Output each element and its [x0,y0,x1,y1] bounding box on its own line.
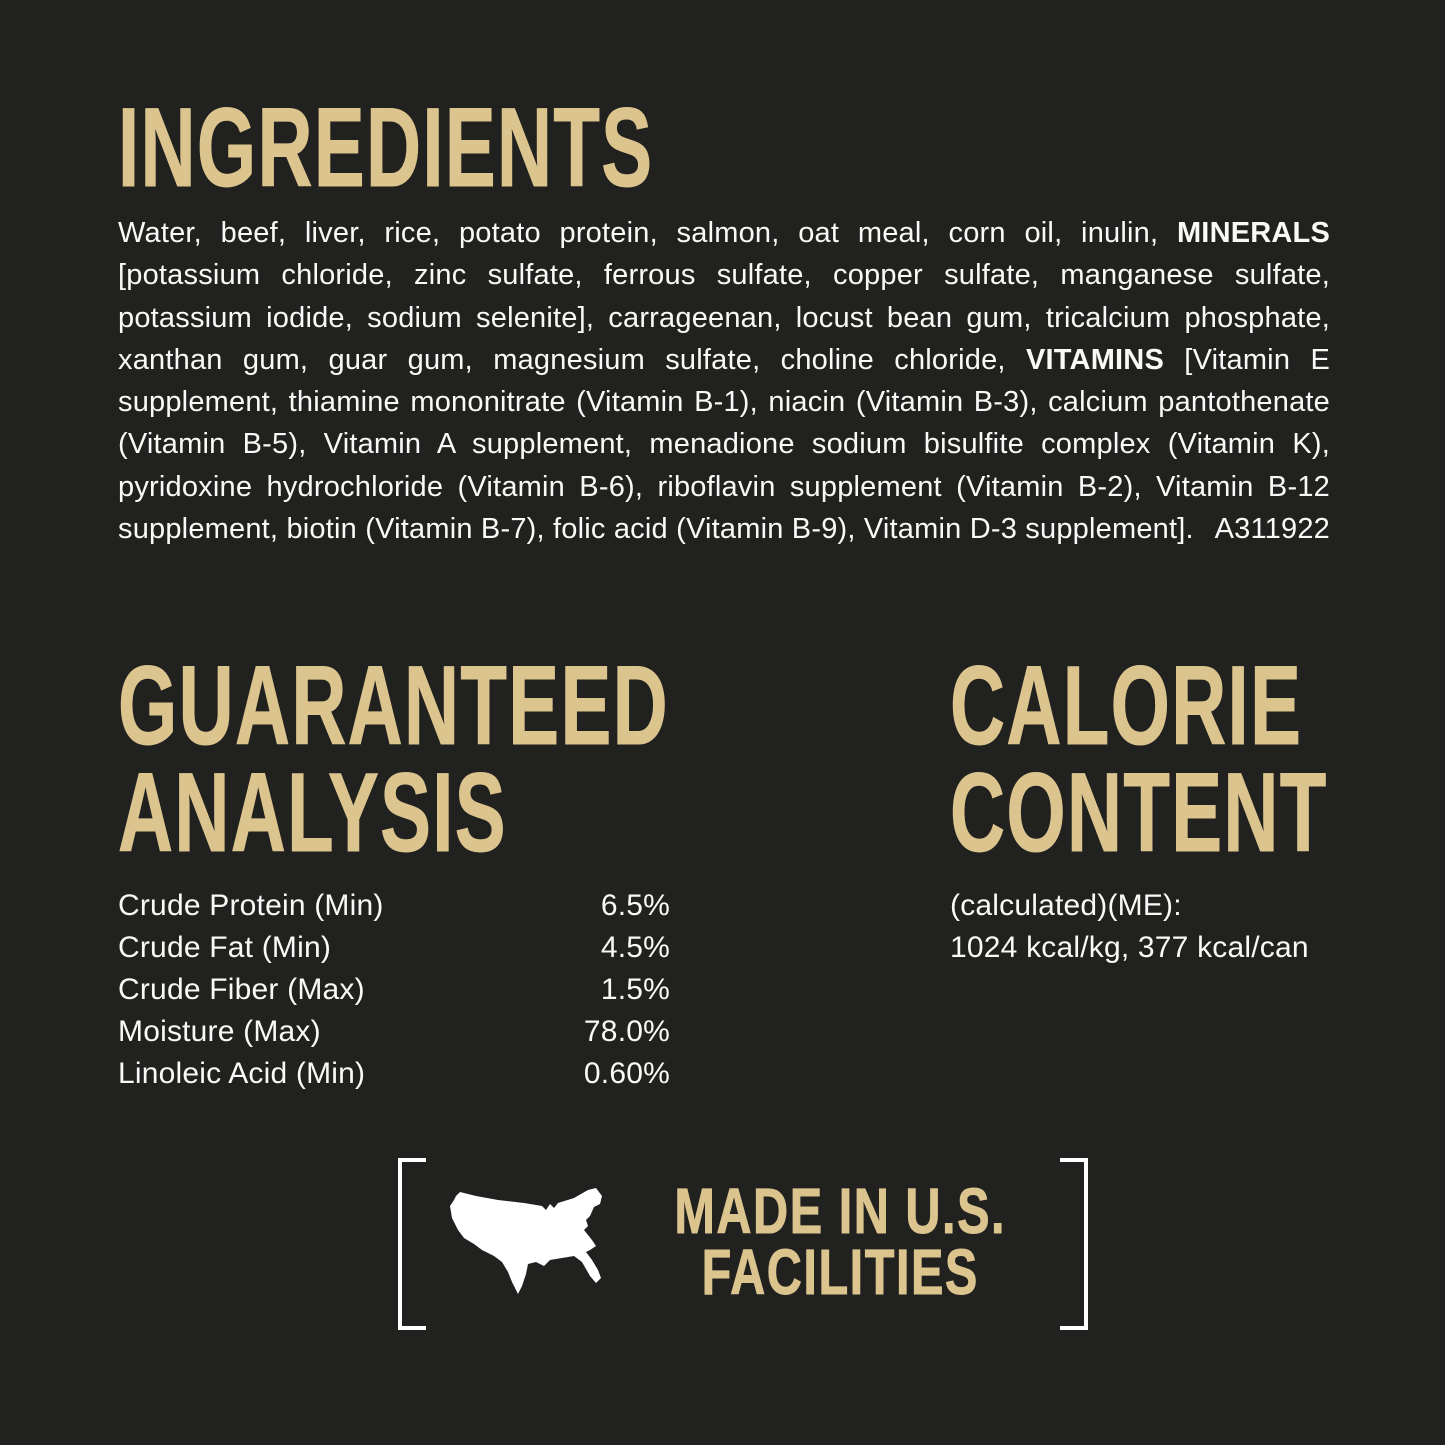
analysis-row: Moisture (Max) 78.0% [118,1011,670,1053]
guaranteed-analysis-heading: GUARANTEED ANALYSIS [118,643,669,875]
ingredient-run: [potassium chloride, zinc sulfate, ferro… [118,259,1330,376]
analysis-value: 6.5% [600,889,670,922]
analysis-value: 0.60% [583,1057,670,1090]
guaranteed-analysis-heading-line1: GUARANTEED [118,643,669,768]
ingredient-group-name: MINERALS [1176,217,1330,249]
guaranteed-analysis-table: Crude Protein (Min) 6.5% Crude Fat (Min) 4.… [118,885,670,1095]
analysis-label: Crude Fat (Min) [118,931,332,964]
analysis-row: Crude Protein (Min) 6.5% [118,885,670,927]
analysis-value: 78.0% [583,1015,670,1048]
calorie-content-heading-line1: CALORIE [950,643,1303,768]
analysis-row: Crude Fiber (Max) 1.5% [118,969,670,1011]
ingredients-heading: INGREDIENTS [118,85,654,210]
calorie-content-heading: CALORIE CONTENT [950,643,1328,875]
made-in-us-text: MADE IN U.S. FACILITIES [674,1175,1007,1308]
analysis-label: Moisture (Max) [118,1015,321,1048]
calorie-content-body: (calculated)(ME): 1024 kcal/kg, 377 kcal… [950,885,1309,969]
ingredient-run: [Vitamin E supplement, thiamine mononitr… [118,343,1330,546]
made-in-us-line1: MADE IN U.S. [674,1175,1007,1247]
made-in-us-badge: MADE IN U.S. FACILITIES [396,1158,1089,1330]
made-in-us-line2: FACILITIES [701,1236,979,1308]
analysis-value: 1.5% [600,973,670,1006]
calorie-content-method: (calculated)(ME): [950,889,1182,922]
usa-map-icon [450,1188,602,1294]
product-code: A311922 [1214,513,1330,546]
analysis-label: Crude Protein (Min) [118,889,384,922]
analysis-label: Crude Fiber (Max) [118,973,365,1006]
ingredient-group-name: VITAMINS [1025,343,1164,376]
left-bracket-icon [398,1158,426,1330]
ingredients-section: Water, beef, liver, rice, potato protein… [118,212,1330,550]
analysis-value: 4.5% [600,931,670,964]
right-bracket-icon [1060,1158,1089,1330]
calorie-content-values: 1024 kcal/kg, 377 kcal/can [950,931,1309,964]
analysis-label: Linoleic Acid (Min) [118,1057,366,1090]
ingredient-run: Water, beef, liver, rice, potato protein… [118,217,1177,249]
ingredients-text: Water, beef, liver, rice, potato protein… [118,212,1330,550]
analysis-row: Linoleic Acid (Min) 0.60% [118,1053,670,1095]
analysis-row: Crude Fat (Min) 4.5% [118,927,670,969]
guaranteed-analysis-heading-line2: ANALYSIS [118,750,507,875]
calorie-content-heading-line2: CONTENT [950,750,1328,875]
